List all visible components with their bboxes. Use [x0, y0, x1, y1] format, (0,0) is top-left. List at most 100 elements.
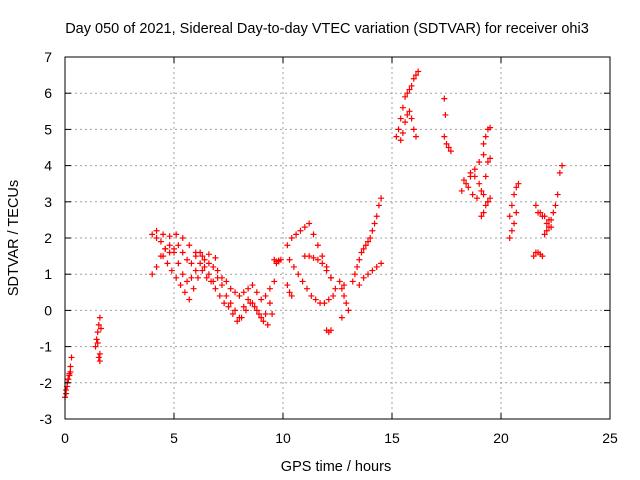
- data-point: [205, 251, 212, 258]
- data-point: [190, 285, 197, 292]
- series-s6: [153, 227, 219, 261]
- data-point: [95, 354, 102, 361]
- x-tick-label: 20: [493, 430, 509, 446]
- data-point: [240, 303, 247, 310]
- data-point: [543, 220, 550, 227]
- data-point: [96, 358, 103, 365]
- data-point: [402, 119, 409, 126]
- data-point: [310, 254, 317, 261]
- y-tick-label: 6: [44, 85, 52, 101]
- y-tick-label: -2: [40, 375, 53, 391]
- data-point: [67, 363, 74, 370]
- data-point: [513, 209, 520, 216]
- data-point: [508, 227, 515, 234]
- data-point: [149, 271, 156, 278]
- series-s25: [506, 180, 522, 220]
- series-s17: [397, 108, 419, 144]
- data-point: [232, 289, 239, 296]
- data-point: [480, 151, 487, 158]
- series-s26: [506, 209, 520, 241]
- data-point: [371, 220, 378, 227]
- data-point: [402, 93, 409, 100]
- y-tick-label: 3: [44, 194, 52, 210]
- data-point: [550, 209, 557, 216]
- series-s2: [92, 314, 104, 365]
- data-point: [288, 235, 295, 241]
- data-point: [251, 303, 258, 310]
- data-point: [458, 187, 465, 194]
- data-point: [442, 111, 449, 118]
- data-point: [173, 274, 180, 281]
- y-tick-label: -1: [40, 339, 53, 355]
- data-point: [399, 104, 406, 111]
- data-point: [181, 289, 188, 296]
- data-point: [205, 271, 212, 278]
- data-point: [482, 133, 489, 140]
- data-point: [474, 195, 481, 202]
- data-point: [245, 296, 252, 303]
- data-point: [166, 233, 173, 240]
- data-point: [356, 282, 363, 289]
- data-point: [343, 300, 350, 307]
- series-s11: [301, 253, 334, 281]
- data-point: [179, 271, 186, 278]
- data-point: [269, 311, 276, 318]
- data-point: [194, 274, 201, 281]
- data-point: [160, 253, 167, 260]
- data-point: [242, 307, 249, 314]
- chart-title: Day 050 of 2021, Sidereal Day-to-day VTE…: [65, 21, 589, 37]
- data-point: [223, 278, 230, 285]
- series-s19: [441, 133, 454, 155]
- data-point: [395, 126, 402, 133]
- data-point: [253, 307, 260, 314]
- y-tick-label: -3: [40, 411, 53, 427]
- data-point: [229, 311, 236, 318]
- series-s30: [541, 216, 555, 238]
- data-point: [410, 126, 417, 133]
- data-point: [314, 256, 321, 263]
- data-point: [258, 314, 265, 321]
- series-s27: [530, 249, 546, 260]
- data-point: [336, 278, 343, 285]
- data-point: [367, 235, 374, 241]
- data-point: [186, 242, 193, 249]
- data-point: [369, 227, 376, 234]
- data-point: [360, 274, 367, 281]
- data-point: [175, 260, 182, 267]
- data-point: [515, 180, 522, 187]
- data-point: [208, 278, 215, 285]
- axis-ticks: [64, 56, 611, 420]
- data-point: [539, 213, 546, 220]
- data-point: [373, 213, 380, 220]
- data-point: [266, 300, 273, 307]
- data-point: [541, 231, 548, 238]
- data-point: [284, 282, 291, 289]
- data-point: [275, 257, 282, 264]
- data-point: [264, 321, 271, 328]
- data-point: [271, 278, 278, 285]
- data-point: [227, 300, 234, 307]
- data-point: [321, 300, 328, 307]
- series-s18: [441, 95, 449, 118]
- data-point: [412, 72, 419, 79]
- data-point: [332, 285, 339, 292]
- data-point: [223, 292, 230, 299]
- data-point: [397, 115, 404, 122]
- data-point: [480, 191, 487, 198]
- data-point: [157, 238, 164, 245]
- data-point: [484, 198, 491, 205]
- data-point: [260, 318, 267, 325]
- data-point: [184, 256, 191, 263]
- data-point: [290, 263, 297, 270]
- data-point: [164, 260, 171, 267]
- data-point: [345, 307, 352, 314]
- series-s7: [271, 256, 284, 267]
- data-point: [338, 314, 345, 321]
- data-point: [293, 231, 300, 238]
- data-point: [478, 187, 485, 194]
- data-point: [310, 231, 317, 238]
- data-point: [218, 282, 225, 289]
- data-point: [65, 376, 72, 383]
- series-s23: [480, 124, 494, 147]
